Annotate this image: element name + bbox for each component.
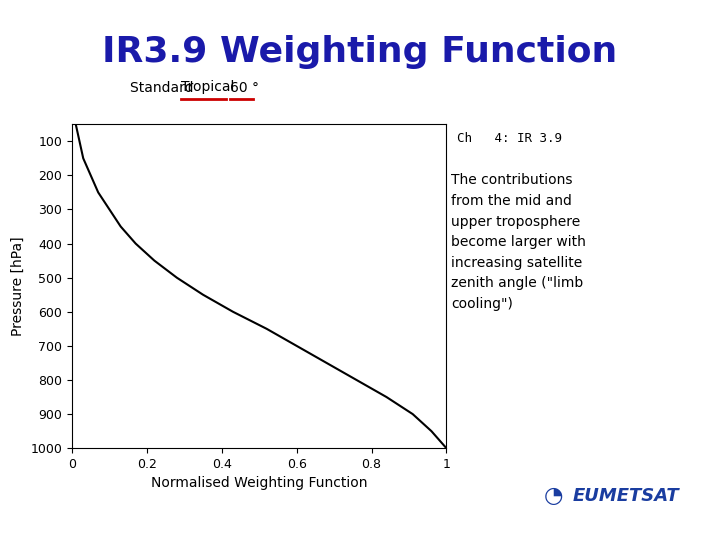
Y-axis label: Pressure [hPa]: Pressure [hPa] — [11, 237, 25, 336]
Text: ◔: ◔ — [544, 486, 563, 506]
Text: Tropical: Tropical — [181, 80, 235, 94]
Text: 60 °: 60 ° — [230, 80, 259, 94]
Text: Standard: Standard — [130, 80, 202, 94]
Text: Version 1.1, 30 June 2004: Version 1.1, 30 June 2004 — [14, 521, 157, 530]
Text: Slide: 6: Slide: 6 — [657, 521, 698, 530]
Text: IR3.9 Weighting Function: IR3.9 Weighting Function — [102, 35, 618, 69]
X-axis label: Normalised Weighting Function: Normalised Weighting Function — [151, 476, 367, 490]
Text: The contributions
from the mid and
upper troposphere
become larger with
increasi: The contributions from the mid and upper… — [451, 173, 586, 311]
Text: Ch   4: IR 3.9: Ch 4: IR 3.9 — [457, 132, 562, 145]
Text: EUMETSAT: EUMETSAT — [572, 487, 679, 505]
